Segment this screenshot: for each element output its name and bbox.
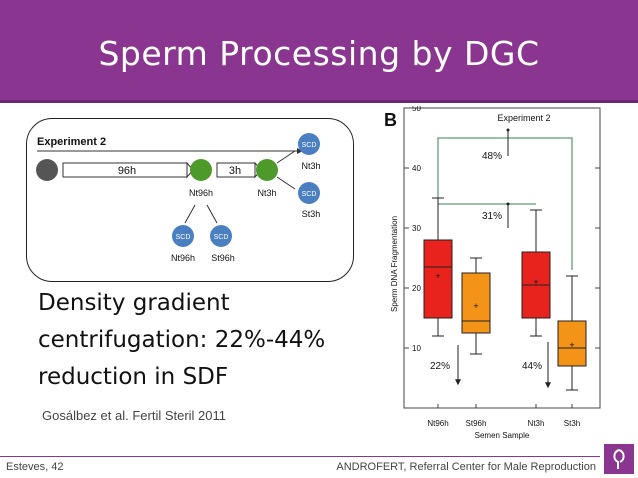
mean-marker: +	[473, 301, 478, 311]
mean-marker: +	[533, 277, 538, 287]
y-axis-label: Sperm DNA Fragmentation	[390, 216, 399, 312]
scd-label: SCD	[214, 234, 229, 241]
boxes: + + + +	[423, 197, 587, 391]
panel-label: B	[384, 110, 397, 130]
diagram-title: Experiment 2	[37, 136, 106, 148]
androfert-logo-icon	[604, 444, 634, 474]
branch-nt96h-left	[184, 204, 196, 224]
footer-left: Esteves, 42	[6, 461, 64, 473]
y-tick-label: 50	[412, 106, 421, 113]
scd-node-st96h	[210, 225, 232, 247]
mean-marker: +	[435, 271, 440, 281]
scd-label: SCD	[302, 142, 317, 149]
significance-brackets: 48% 31%	[437, 128, 573, 270]
arrow-22-head	[455, 379, 461, 386]
branch-nt3h-up	[276, 150, 296, 164]
y-tick-label: 30	[412, 224, 421, 233]
body-text: Density gradient centrifugation: 22%-44%…	[38, 290, 326, 390]
x-tick-label: Nt3h	[528, 419, 545, 428]
arrow-3h-label: 3h	[229, 165, 241, 177]
label-nt3h: Nt3h	[257, 188, 276, 198]
box-st3h	[557, 320, 587, 367]
citation: Gosálbez et al. Fertil Steril 2011	[42, 408, 227, 423]
mean-marker: +	[569, 340, 574, 350]
arrow-96h-label: 96h	[118, 165, 136, 177]
experiment-diagram: Experiment 2 96h 3h Nt96h Nt3h SCD Nt3h …	[26, 118, 354, 282]
box-plot-chart: B Experiment 2 Sperm DNA Fragmentation S…	[384, 106, 601, 440]
arrow-31-dot	[506, 202, 510, 206]
scd-label: SCD	[302, 191, 317, 198]
out-label-nt3h: Nt3h	[301, 161, 320, 171]
annotation-44: 44%	[522, 361, 542, 372]
chart-title: Experiment 2	[497, 113, 550, 123]
footer-rule	[0, 456, 600, 457]
y-tick-label: 20	[412, 284, 421, 293]
timeline-arrowhead	[297, 148, 303, 154]
title-rule	[0, 100, 638, 103]
node-nt3h	[256, 159, 278, 181]
out-label-st3h: St3h	[302, 209, 321, 219]
x-tick-label: St3h	[564, 419, 580, 428]
arrow-44-head	[545, 382, 551, 389]
scd-node-nt96h	[172, 225, 194, 247]
footer-right: ANDROFERT, Referral Center for Male Repr…	[336, 461, 596, 473]
scd-node-st3h	[298, 182, 320, 204]
scd-label: SCD	[176, 234, 191, 241]
annotation-48: 48%	[482, 151, 502, 162]
out-label-st96h: St96h	[211, 253, 235, 263]
bracket-48	[437, 137, 573, 270]
branch-nt96h-right	[206, 204, 218, 224]
y-axis-ticks: 10 20 30 40 50	[404, 106, 600, 353]
title-bar: Sperm Processing by DGC	[0, 0, 638, 103]
start-node	[36, 159, 58, 181]
label-nt96h: Nt96h	[189, 188, 213, 198]
x-tick-label: St96h	[466, 419, 487, 428]
box-st96h	[461, 272, 491, 334]
node-nt96h	[190, 159, 212, 181]
out-label-nt96h: Nt96h	[171, 253, 195, 263]
branch-nt3h-down	[276, 176, 296, 190]
x-axis-ticks: Nt96h St96h Nt3h St3h	[427, 404, 580, 428]
annotation-22: 22%	[430, 361, 450, 372]
experiment-diagram-svg: Experiment 2 96h 3h Nt96h Nt3h SCD Nt3h …	[36, 133, 321, 263]
slide-title: Sperm Processing by DGC	[98, 34, 540, 73]
box-nt96h	[423, 239, 453, 319]
x-tick-label: Nt96h	[427, 419, 448, 428]
y-tick-label: 10	[412, 344, 421, 353]
reduction-annotations: 22% 44%	[430, 342, 551, 389]
arrow-48-dot	[506, 128, 510, 132]
y-tick-label: 40	[412, 164, 421, 173]
scd-node-nt3h	[298, 133, 320, 155]
x-axis-label: Semen Sample	[475, 431, 530, 440]
annotation-31: 31%	[482, 211, 502, 222]
